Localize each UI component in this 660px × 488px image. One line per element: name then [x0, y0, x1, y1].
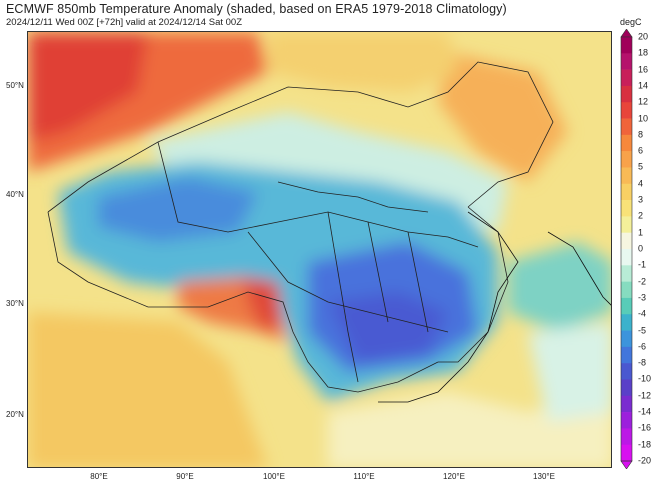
- colorbar-tick-label: 20: [638, 31, 649, 42]
- colorbar-tick-label: 8: [638, 129, 644, 140]
- colorbar-tick-label: -10: [638, 373, 652, 384]
- colorbar-tick-label: -6: [638, 341, 647, 352]
- colorbar-tick-label: -16: [638, 422, 652, 433]
- colorbar-tick-label: 0: [638, 243, 644, 254]
- temperature-anomaly-map: [28, 32, 611, 467]
- colorbar-tick-label: 1: [638, 227, 644, 238]
- colorbar-segment: [621, 183, 632, 201]
- colorbar-segment: [621, 102, 632, 119]
- colorbar-tick-label: -4: [638, 308, 647, 319]
- anomaly-shading: [28, 32, 611, 467]
- lon-label: 80°E: [90, 472, 108, 481]
- colorbar-segment: [621, 395, 632, 413]
- colorbar-segment: [621, 297, 632, 315]
- colorbar-tick-label: 6: [638, 145, 644, 156]
- colorbar-segment: [621, 379, 632, 397]
- colorbar-segment: [621, 216, 632, 233]
- lat-label: 40°N: [6, 190, 24, 199]
- country-borders: [47, 61, 554, 393]
- colorbar-tick-label: 16: [638, 64, 649, 75]
- colorbar-segment: [621, 232, 632, 250]
- colorbar-tick-label: 10: [638, 113, 649, 124]
- colorbar-tick-label: 5: [638, 161, 644, 172]
- lon-label: 100°E: [263, 472, 285, 481]
- coastline: [378, 211, 611, 403]
- colorbar-segment: [621, 314, 632, 331]
- colorbar-segment: [621, 412, 632, 429]
- colorbar-segment: [621, 265, 632, 282]
- colorbar-segment: [621, 167, 632, 185]
- lat-label: 30°N: [6, 299, 24, 308]
- lat-label: 50°N: [6, 81, 24, 90]
- colorbar-tick-label: 18: [638, 47, 649, 58]
- colorbar-tick-label: 2: [638, 210, 644, 221]
- colorbar-tick-label: -20: [638, 455, 652, 466]
- colorbar-segment: [621, 428, 632, 445]
- colorbar-unit: degC: [620, 17, 642, 27]
- colorbar-segment: [621, 53, 632, 70]
- lon-label: 110°E: [353, 472, 375, 481]
- map-title: ECMWF 850mb Temperature Anomaly (shaded,…: [6, 2, 507, 16]
- colorbar-tick-label: -3: [638, 292, 647, 303]
- colorbar-border: [620, 36, 633, 462]
- colorbar-segment: [621, 118, 632, 136]
- map-panel: [27, 31, 612, 468]
- colorbar-tick-label: 14: [638, 80, 649, 91]
- lon-label: 130°E: [533, 472, 555, 481]
- lon-label: 120°E: [443, 472, 465, 481]
- colorbar-segment: [621, 346, 632, 364]
- colorbar-segment: [621, 444, 632, 462]
- colorbar-tick-label: -5: [638, 325, 647, 336]
- colorbar-segment: [621, 85, 632, 103]
- colorbar-segment: [621, 281, 632, 299]
- colorbar: [620, 29, 633, 469]
- lat-label: 20°N: [6, 410, 24, 419]
- colorbar-segment: [621, 200, 632, 217]
- colorbar-tick-label: -18: [638, 439, 652, 450]
- colorbar-tick-label: -12: [638, 390, 652, 401]
- colorbar-tick-label: -1: [638, 259, 647, 270]
- colorbar-tick-label: 4: [638, 178, 644, 189]
- colorbar-tick-label: -14: [638, 406, 652, 417]
- colorbar-tick-label: 12: [638, 96, 649, 107]
- colorbar-top-arrow: [620, 29, 633, 38]
- colorbar-tick-label: 3: [638, 194, 644, 205]
- colorbar-segment: [621, 69, 632, 87]
- colorbar-tick-label: -2: [638, 276, 647, 287]
- colorbar-bottom-arrow: [620, 460, 633, 469]
- colorbar-segment: [621, 330, 632, 348]
- lon-label: 90°E: [176, 472, 194, 481]
- colorbar-segment: [621, 249, 632, 266]
- map-subtitle: 2024/12/11 Wed 00Z [+72h] valid at 2024/…: [6, 17, 243, 28]
- colorbar-segment: [621, 151, 632, 168]
- colorbar-tick-label: -8: [638, 357, 647, 368]
- colorbar-segment: [621, 37, 632, 54]
- colorbar-segment: [621, 134, 632, 152]
- colorbar-segment: [621, 363, 632, 380]
